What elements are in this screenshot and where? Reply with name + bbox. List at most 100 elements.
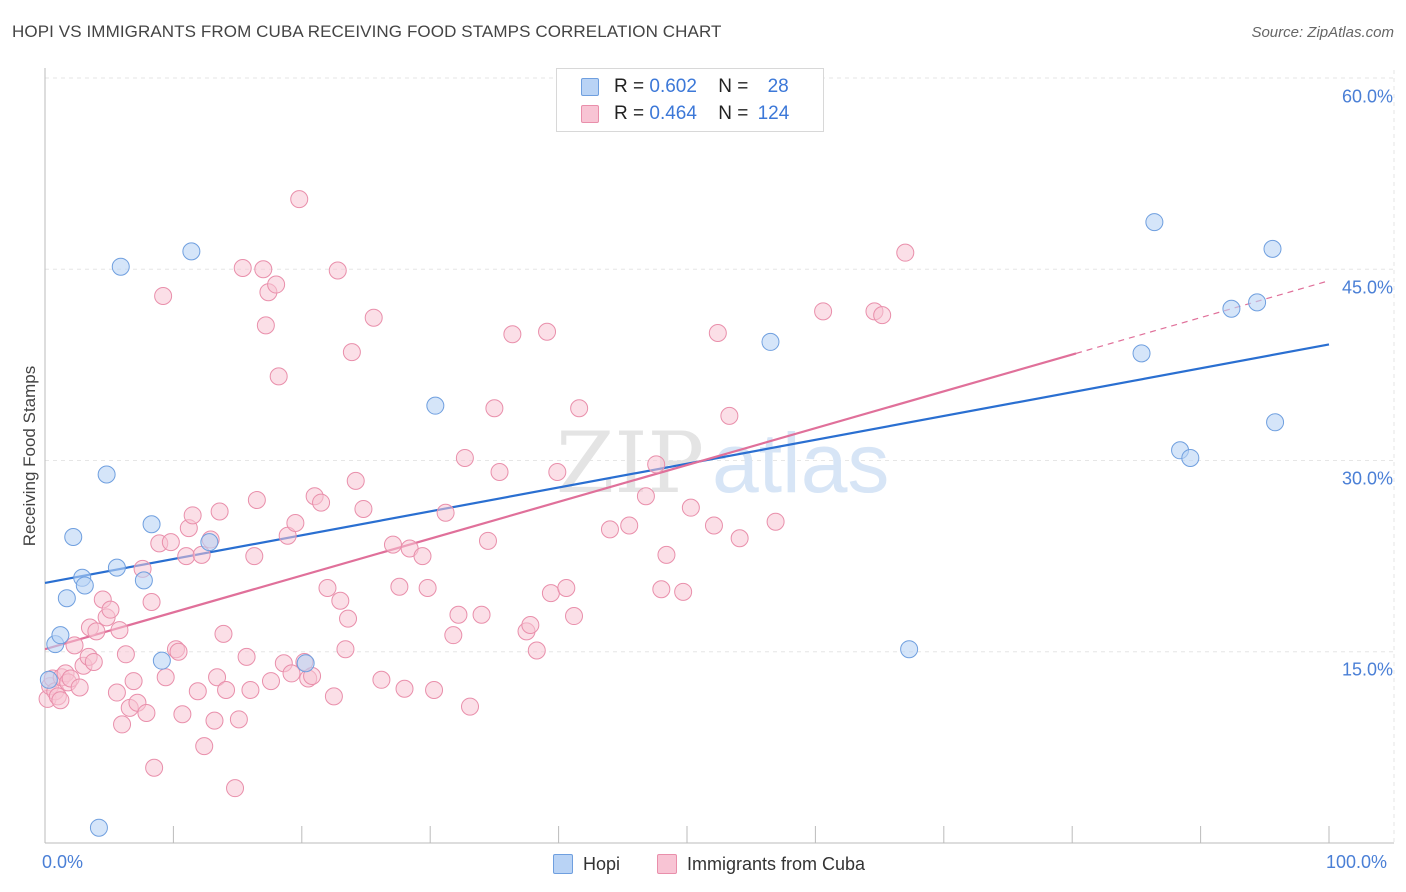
- hopi-point-4: [64, 528, 83, 546]
- legend-cuba-text: R = 0.464 N = 124: [614, 101, 789, 127]
- bottom-cuba-swatch: [657, 854, 677, 874]
- hopi-point-7: [89, 818, 108, 837]
- cuba-point-34: [161, 533, 180, 552]
- source-label: Source: ZipAtlas.com: [1251, 24, 1394, 41]
- cuba-point-45: [205, 711, 224, 730]
- legend-hopi-r-value: 0.602: [649, 76, 697, 97]
- cuba-point-103: [527, 641, 546, 660]
- cuba-point-100: [503, 325, 522, 344]
- cuba-point-105: [541, 584, 560, 603]
- bottom-hopi-swatch: [553, 854, 573, 874]
- hopi-point-17: [426, 396, 445, 415]
- cuba-point-102: [521, 615, 540, 634]
- cuba-point-52: [233, 258, 252, 277]
- cuba-point-54: [241, 681, 260, 699]
- hopi-point-16: [296, 654, 315, 673]
- hopi-point-12: [142, 515, 161, 534]
- cuba-point-40: [183, 506, 202, 525]
- cuba-point-84: [383, 535, 402, 554]
- y-tick-label-60: 60.0%: [1341, 86, 1393, 107]
- cuba-point-83: [372, 670, 391, 689]
- cuba-point-51: [229, 710, 248, 729]
- cuba-point-67: [290, 190, 309, 209]
- legend-row-hopi: R = 0.602 N = 28: [557, 74, 823, 100]
- cuba-point-88: [413, 547, 432, 566]
- cuba-point-80: [346, 471, 365, 490]
- correlation-legend: R = 0.602 N = 28 R = 0.464 N = 124: [556, 68, 824, 132]
- cuba-point-91: [436, 503, 455, 522]
- hopi-point-9: [107, 558, 126, 577]
- cuba-point-94: [455, 448, 474, 467]
- legend-hopi-text: R = 0.602 N = 28: [614, 74, 789, 100]
- hopi-point-26: [1263, 239, 1282, 258]
- cuba-point-46: [208, 668, 227, 687]
- cuba-point-21: [110, 621, 129, 640]
- cuba-point-30: [145, 758, 164, 777]
- cuba-point-62: [269, 367, 288, 386]
- y-tick-label-15: 15.0%: [1341, 659, 1393, 680]
- cuba-point-89: [418, 579, 437, 597]
- hopi-point-13: [152, 651, 171, 670]
- cuba-point-76: [331, 591, 350, 610]
- legend-cuba-r-label: R =: [614, 103, 645, 124]
- cuba-point-108: [565, 607, 584, 626]
- cuba-point-110: [600, 520, 619, 539]
- cuba-point-119: [708, 324, 727, 342]
- hopi-point-20: [1132, 344, 1151, 363]
- cuba-point-109: [570, 399, 589, 418]
- cuba-point-77: [336, 640, 355, 659]
- cuba-point-118: [704, 516, 723, 535]
- cuba-point-117: [681, 498, 700, 517]
- hopi-point-15: [200, 533, 219, 552]
- cuba-point-75: [328, 261, 347, 280]
- cuba-point-92: [444, 626, 463, 645]
- cuba-point-41: [188, 682, 207, 701]
- cuba-point-72: [312, 493, 331, 512]
- cuba-point-10: [65, 636, 84, 655]
- cuba-point-61: [267, 275, 286, 294]
- legend-hopi-n-value: 28: [767, 76, 789, 97]
- hopi-point-25: [1248, 293, 1267, 312]
- cuba-trend-line: [44, 352, 1077, 651]
- cuba-point-36: [169, 642, 188, 661]
- cuba-point-60: [261, 672, 280, 691]
- cuba-point-85: [390, 577, 409, 596]
- cuba-swatch: [581, 105, 599, 123]
- cuba-point-115: [657, 545, 676, 564]
- chart-title: HOPI VS IMMIGRANTS FROM CUBA RECEIVING F…: [12, 22, 722, 41]
- cuba-trend-extension: [1075, 280, 1330, 354]
- cuba-point-16: [87, 622, 106, 641]
- cuba-point-104: [538, 322, 557, 341]
- hopi-point-3: [57, 589, 76, 608]
- cuba-point-78: [339, 609, 358, 628]
- cuba-point-82: [364, 308, 383, 327]
- cuba-point-95: [461, 697, 480, 716]
- legend-row-cuba: R = 0.464 N = 124: [557, 101, 823, 127]
- cuba-point-96: [472, 605, 491, 624]
- hopi-point-27: [1266, 413, 1285, 432]
- cuba-point-47: [210, 502, 229, 521]
- bottom-cuba-label: Immigrants from Cuba: [687, 854, 866, 874]
- hopi-point-19: [900, 640, 919, 659]
- cuba-point-65: [282, 664, 301, 683]
- legend-hopi-r-label: R =: [614, 76, 645, 97]
- cuba-point-126: [896, 243, 915, 262]
- bottom-hopi-label: Hopi: [583, 854, 621, 874]
- cuba-point-53: [237, 647, 256, 666]
- cuba-point-66: [286, 513, 305, 532]
- cuba-point-22: [113, 715, 132, 734]
- hopi-point-6: [75, 576, 94, 595]
- hopi-swatch: [581, 78, 599, 96]
- hopi-point-24: [1222, 299, 1241, 318]
- cuba-point-50: [226, 779, 245, 798]
- x-tick-label-100: 100.0%: [1326, 852, 1388, 872]
- cuba-point-107: [557, 579, 576, 597]
- cuba-point-111: [620, 516, 639, 535]
- hopi-trend-line: [44, 343, 1330, 584]
- cuba-point-5: [51, 691, 70, 710]
- legend-cuba-n-label: N =: [718, 103, 749, 124]
- cuba-point-74: [324, 687, 343, 706]
- cuba-point-25: [124, 672, 143, 691]
- cuba-point-97: [478, 531, 497, 550]
- cuba-point-20: [107, 683, 126, 702]
